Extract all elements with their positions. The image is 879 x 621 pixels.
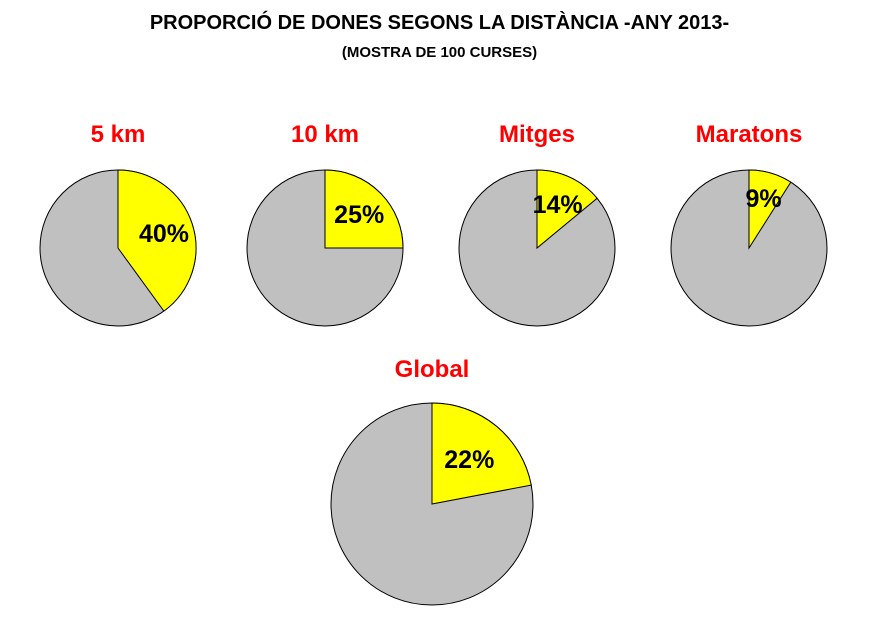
pie-mitges: Mitges 14%	[458, 121, 616, 327]
pie-data-label: 9%	[746, 185, 782, 213]
pie-slice-women	[748, 169, 792, 250]
chart-subtitle: (MOSTRA DE 100 CURSES)	[341, 44, 538, 61]
pie-slice-women	[324, 169, 404, 249]
pie-maratons: Maratons 9%	[670, 121, 828, 327]
pie-data-label: 14%	[533, 191, 583, 219]
pie-data-label: 22%	[444, 446, 494, 474]
pie-slice-women	[117, 169, 197, 312]
chart-title: PROPORCIÓ DE DONES SEGONS LA DISTÀNCIA -…	[149, 12, 730, 34]
pie-title-maratons: Maratons	[696, 121, 803, 148]
pie-global: Global 22%	[330, 356, 534, 606]
pie-slice-women	[431, 402, 532, 505]
pie-data-label: 25%	[334, 201, 384, 229]
pie-slice-women	[536, 169, 598, 250]
pie-title-mitges: Mitges	[499, 121, 575, 148]
pie-title-10-km: 10 km	[291, 121, 359, 148]
pie-10-km: 10 km 25%	[246, 121, 404, 327]
pie-title-global: Global	[395, 356, 470, 383]
pie-5-km: 5 km 40%	[39, 121, 197, 327]
pie-title-5-km: 5 km	[91, 121, 146, 148]
pie-data-label: 40%	[139, 220, 189, 248]
